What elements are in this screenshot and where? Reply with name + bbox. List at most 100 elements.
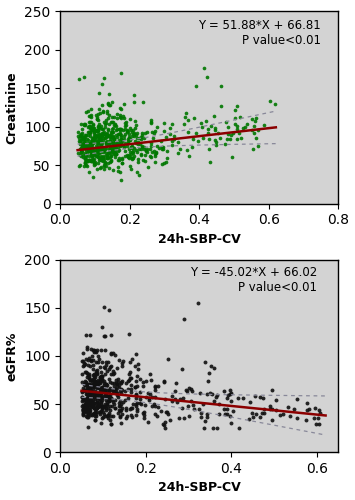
Point [186, 384, 192, 392]
Point [80, 406, 86, 414]
Point [99, 358, 105, 366]
Point [87, 370, 92, 378]
Point [135, 360, 141, 368]
Point [154, 412, 160, 420]
Point [136, 134, 142, 142]
Point [89, 143, 95, 151]
Point [91, 136, 97, 143]
Point [92, 387, 98, 395]
Point [116, 146, 122, 154]
Point [107, 144, 113, 152]
Point [189, 388, 195, 396]
Point [86, 122, 92, 130]
Point [97, 384, 103, 392]
Point [228, 412, 233, 420]
Point [77, 131, 82, 139]
Point [110, 128, 115, 136]
Point [200, 134, 206, 142]
Point [205, 377, 211, 385]
Point [141, 145, 147, 153]
Point [155, 403, 161, 411]
Point [99, 146, 105, 154]
Point [105, 149, 110, 157]
Point [91, 378, 97, 386]
Point [78, 144, 84, 152]
Point [135, 156, 141, 164]
Point [101, 162, 106, 170]
Point [87, 362, 93, 370]
Point [126, 376, 132, 384]
Point [127, 374, 133, 382]
Point [87, 376, 93, 384]
Point [85, 413, 91, 421]
Point [237, 113, 243, 121]
Point [108, 152, 113, 160]
Point [130, 130, 136, 138]
Point [108, 406, 113, 414]
Text: Y = -45.02*X + 66.02
P value<0.01: Y = -45.02*X + 66.02 P value<0.01 [190, 266, 317, 294]
Point [222, 405, 227, 413]
Point [77, 144, 83, 152]
Point [93, 367, 99, 375]
Point [102, 152, 107, 160]
Point [129, 144, 134, 152]
Point [91, 148, 97, 156]
Point [95, 401, 100, 409]
Point [225, 392, 231, 400]
Point [88, 394, 94, 402]
Point [94, 132, 100, 140]
Point [126, 144, 132, 152]
Point [99, 128, 105, 136]
Point [120, 112, 125, 120]
Point [108, 132, 113, 140]
Point [89, 150, 94, 158]
Point [151, 147, 157, 155]
Point [173, 387, 178, 395]
Point [122, 147, 127, 155]
Point [111, 150, 117, 158]
Point [117, 397, 123, 405]
Point [97, 408, 103, 416]
Point [86, 118, 92, 126]
Point [126, 134, 132, 141]
Point [98, 146, 104, 154]
Point [294, 395, 299, 403]
Point [110, 386, 116, 394]
Point [134, 128, 140, 136]
Point [228, 132, 234, 140]
Point [97, 132, 103, 140]
Point [95, 376, 101, 384]
Point [213, 393, 219, 401]
Point [147, 152, 153, 160]
Point [90, 400, 95, 408]
Point [87, 384, 93, 392]
Point [89, 377, 95, 385]
Point [82, 158, 88, 166]
Point [149, 402, 154, 410]
Point [143, 378, 149, 386]
Point [85, 136, 91, 144]
Point [244, 120, 250, 128]
Point [212, 136, 218, 144]
Point [138, 400, 143, 408]
Point [115, 142, 121, 150]
Point [110, 144, 116, 152]
Point [129, 356, 135, 364]
Point [77, 160, 83, 168]
Point [83, 152, 89, 160]
Point [100, 125, 106, 133]
Point [214, 391, 220, 399]
Point [95, 146, 101, 154]
Point [83, 398, 89, 406]
Point [117, 113, 123, 121]
Point [101, 130, 106, 138]
Point [113, 132, 119, 140]
Point [83, 332, 89, 340]
Point [98, 109, 103, 117]
Point [121, 136, 127, 143]
Point [91, 410, 97, 418]
Point [250, 413, 256, 421]
Point [229, 153, 235, 161]
Point [79, 402, 84, 410]
Point [131, 152, 137, 160]
